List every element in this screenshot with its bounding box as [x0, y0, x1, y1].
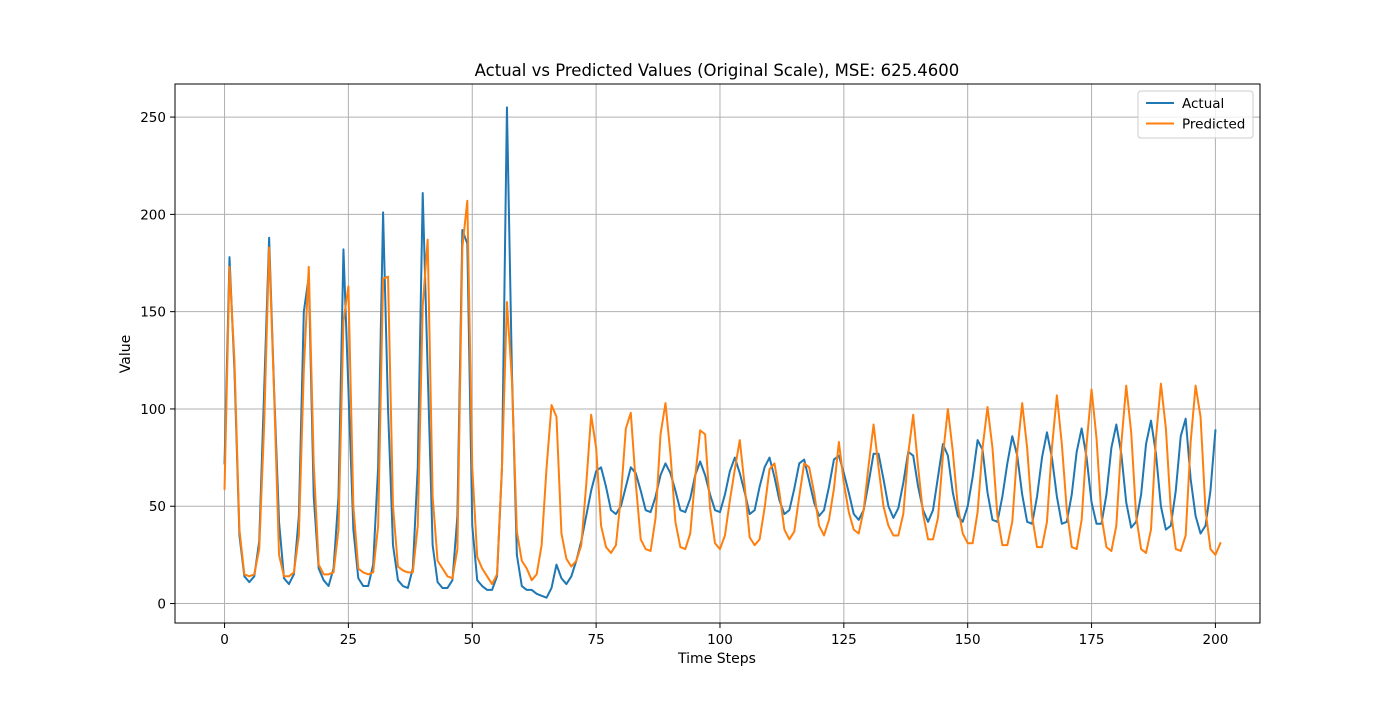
x-tick-label: 50: [464, 632, 481, 648]
y-tick-label: 200: [140, 207, 166, 223]
x-tick-label: 200: [1203, 632, 1229, 648]
plot-area-frame: [174, 83, 1261, 624]
x-tick-label: 100: [707, 632, 733, 648]
series-lines: [223, 106, 1222, 599]
series-line-actual: [223, 106, 1217, 599]
y-tick-label: 0: [157, 597, 166, 613]
y-tick-label: 250: [140, 110, 166, 126]
y-axis-ticks: 0 50 100 150 200 250: [140, 110, 175, 613]
series-line-predicted: [223, 199, 1222, 586]
legend-label-actual: Actual: [1182, 96, 1224, 112]
legend-label-predicted: Predicted: [1182, 117, 1245, 133]
grid-lines: [175, 84, 1260, 623]
x-tick-label: 150: [955, 632, 981, 648]
y-tick-label: 150: [140, 305, 166, 321]
legend: Actual Predicted: [1137, 90, 1254, 139]
x-tick-label: 125: [831, 632, 857, 648]
x-tick-label: 0: [220, 632, 229, 648]
x-tick-label: 75: [588, 632, 605, 648]
y-tick-label: 50: [149, 499, 166, 515]
x-axis-ticks: 0 25 50 75 100 125 150 175 200: [220, 623, 1228, 648]
x-axis-label: Time Steps: [677, 651, 756, 667]
chart-title: Actual vs Predicted Values (Original Sca…: [475, 61, 960, 80]
x-tick-label: 175: [1079, 632, 1105, 648]
y-axis-label: Value: [118, 335, 134, 373]
x-tick-label: 25: [340, 632, 357, 648]
y-tick-label: 100: [140, 402, 166, 418]
